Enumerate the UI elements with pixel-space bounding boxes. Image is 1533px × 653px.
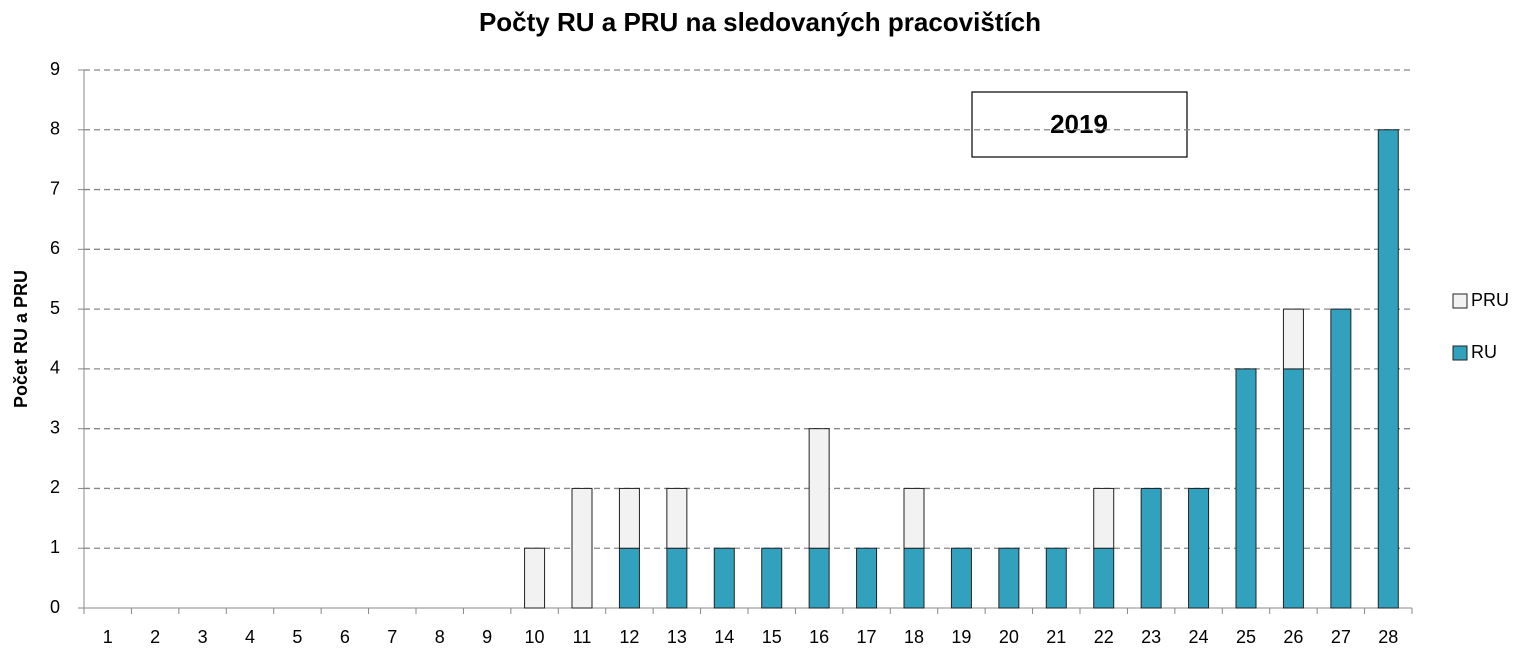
x-tick-label: 11 (573, 627, 592, 647)
bar-segment (950, 547, 972, 609)
y-tick-label: 4 (50, 358, 60, 378)
x-tick-label: 15 (762, 627, 782, 647)
x-tick-label: 1 (103, 627, 113, 647)
x-tick-label: 20 (999, 627, 1019, 647)
bar-segment (808, 547, 830, 609)
bar-segment (1045, 547, 1067, 609)
bar-segment (761, 547, 783, 609)
bar-segment (618, 547, 640, 609)
x-tick-label: 10 (525, 627, 545, 647)
y-tick-label: 9 (50, 59, 60, 79)
y-tick-label: 2 (50, 477, 60, 497)
x-tick-label: 9 (482, 627, 492, 647)
x-tick-label: 23 (1141, 627, 1161, 647)
bar-segment (1140, 487, 1162, 609)
legend-swatch (1452, 345, 1468, 361)
y-tick-label: 6 (50, 238, 60, 258)
x-tick-label: 4 (245, 627, 255, 647)
y-tick-label: 0 (50, 597, 60, 617)
bar-segment (856, 547, 878, 609)
bar-segment (571, 487, 593, 609)
x-tick-label: 17 (857, 627, 877, 647)
bar-segment (903, 547, 925, 609)
y-tick-label: 1 (50, 537, 60, 557)
x-tick-label: 6 (340, 627, 350, 647)
y-axis-label: Počet RU a PRU (11, 270, 31, 408)
bar-segment (524, 547, 546, 609)
y-tick-label: 3 (50, 417, 60, 437)
x-tick-label: 3 (198, 627, 208, 647)
bar-segment (618, 487, 640, 549)
y-tick-label: 8 (50, 119, 60, 139)
x-tick-label: 19 (951, 627, 971, 647)
bar-segment (666, 487, 688, 549)
bar-segment (1330, 308, 1352, 609)
chart-title: Počty RU a PRU na sledovaných pracoviští… (479, 7, 1041, 37)
bar-segment (1282, 308, 1304, 370)
x-tick-label: 22 (1094, 627, 1114, 647)
bar-segment (808, 428, 830, 549)
annotation: 2019 (1050, 109, 1108, 139)
x-tick-label: 13 (667, 627, 687, 647)
x-tick-label: 7 (387, 627, 397, 647)
x-tick-label: 5 (292, 627, 302, 647)
bar-segment (903, 487, 925, 549)
x-tick-label: 24 (1189, 627, 1209, 647)
annotation-box (971, 91, 1188, 158)
x-tick-label: 26 (1283, 627, 1303, 647)
x-tick-label: 28 (1378, 627, 1398, 647)
legend-label: PRU (1471, 290, 1509, 310)
y-tick-label: 7 (50, 178, 60, 198)
bar-segment (1377, 129, 1399, 609)
legend-label: RU (1471, 342, 1497, 362)
x-tick-label: 12 (619, 627, 639, 647)
bar-segment (1282, 368, 1304, 609)
x-tick-label: 14 (714, 627, 734, 647)
bar-segment (1093, 487, 1115, 549)
x-tick-label: 21 (1046, 627, 1066, 647)
bar-segment (998, 547, 1020, 609)
x-tick-label: 2 (150, 627, 160, 647)
x-tick-label: 25 (1236, 627, 1256, 647)
x-tick-label: 8 (435, 627, 445, 647)
x-tick-label: 16 (809, 627, 829, 647)
legend-swatch (1452, 293, 1468, 309)
y-tick-label: 5 (50, 298, 60, 318)
bar-segment (1093, 547, 1115, 609)
x-tick-label: 27 (1331, 627, 1351, 647)
bar-segment (666, 547, 688, 609)
x-tick-label: 18 (904, 627, 924, 647)
bar-segment (713, 547, 735, 609)
bar-segment (1188, 487, 1210, 609)
bar-segment (1235, 368, 1257, 609)
